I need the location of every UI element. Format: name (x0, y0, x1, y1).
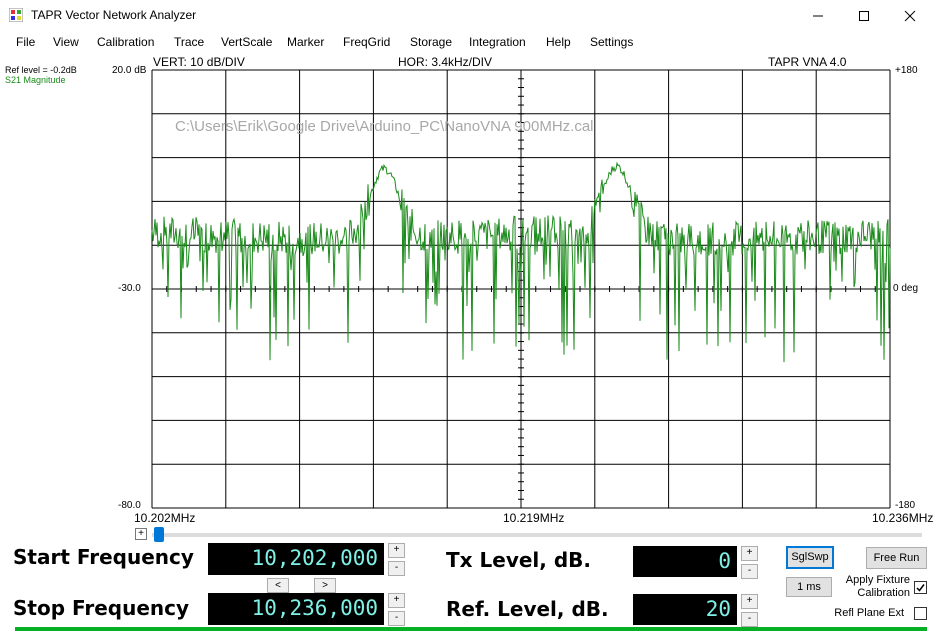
scroll-expand-button[interactable]: + (135, 528, 147, 540)
hor-scale-label: HOR: 3.4kHz/DIV (398, 55, 493, 69)
ref-level-label: Ref level = -0.2dB (5, 65, 77, 75)
menu-integration[interactable]: Integration (469, 35, 526, 49)
minimize-icon (813, 15, 823, 16)
menu-vertscale[interactable]: VertScale (221, 35, 273, 49)
refl-plane-ext-checkbox[interactable] (914, 607, 927, 620)
checkmark-icon (916, 584, 925, 592)
vert-scale-label: VERT: 10 dB/DIV (153, 55, 245, 69)
stop-frequency-down[interactable]: - (388, 611, 405, 626)
freq-next-button[interactable]: > (314, 578, 336, 593)
freq-prev-button[interactable]: < (267, 578, 289, 593)
ref-level-control-label: Ref. Level, dB. (446, 597, 609, 621)
y-right-top: +180 (895, 65, 918, 76)
start-frequency-display[interactable]: 10,202,000 (208, 543, 384, 575)
menu-storage[interactable]: Storage (410, 35, 453, 49)
maximize-button[interactable] (841, 0, 887, 31)
menu-settings[interactable]: Settings (590, 35, 634, 49)
free-run-button[interactable]: Free Run (866, 547, 927, 569)
menu-view[interactable]: View (53, 35, 79, 49)
stop-frequency-display[interactable]: 10,236,000 (208, 593, 384, 625)
y-left-mid: -30.0 (118, 283, 141, 294)
stop-frequency-label: Stop Frequency (13, 596, 190, 620)
ref-level-display[interactable]: 20 (633, 594, 737, 625)
maximize-icon (859, 10, 869, 21)
ref-level-up[interactable]: + (741, 594, 758, 609)
menu-marker[interactable]: Marker (287, 35, 325, 49)
stop-frequency-up[interactable]: + (388, 593, 405, 608)
y-left-top: 20.0 dB (112, 65, 147, 76)
menu-trace[interactable]: Trace (174, 35, 205, 49)
refl-plane-ext-label: Refl Plane Ext (834, 607, 904, 619)
start-frequency-up[interactable]: + (388, 543, 405, 558)
title-bar: TAPR Vector Network Analyzer (0, 0, 933, 31)
version-label: TAPR VNA 4.0 (768, 55, 847, 69)
menu-file[interactable]: File (16, 35, 36, 49)
tx-level-label: Tx Level, dB. (446, 548, 591, 572)
progress-bar (15, 627, 927, 631)
trace-name-label: S21 Magnitude (5, 75, 66, 85)
freq-scroll-track[interactable] (152, 533, 922, 537)
window-title: TAPR Vector Network Analyzer (31, 8, 197, 22)
ref-level-down[interactable]: - (741, 612, 758, 627)
y-left-bottom: -80.0 (118, 500, 141, 511)
menu-freqgrid[interactable]: FreqGrid (343, 35, 391, 49)
close-icon (904, 10, 916, 21)
menu-bar: File View Calibration Trace VertScale Ma… (0, 31, 933, 53)
tx-level-down[interactable]: - (741, 564, 758, 579)
sweep-delay-button[interactable]: 1 ms (786, 577, 832, 597)
cal-file-path: C:\Users\Erik\Google Drive\Arduino_PC\Na… (175, 118, 594, 135)
close-button[interactable] (887, 0, 933, 31)
single-sweep-button[interactable]: SglSwp (786, 546, 834, 569)
y-right-mid: 0 deg (893, 283, 919, 294)
freq-scroll-thumb[interactable] (154, 527, 164, 542)
minimize-button[interactable] (795, 0, 841, 31)
freq-mid-label: 10.219MHz (503, 511, 565, 525)
apply-fixture-checkbox[interactable] (914, 581, 927, 594)
menu-calibration[interactable]: Calibration (97, 35, 155, 49)
freq-end-label: 10.236MHz (872, 511, 933, 525)
start-frequency-label: Start Frequency (13, 545, 194, 569)
app-icon (9, 8, 23, 22)
tx-level-up[interactable]: + (741, 546, 758, 561)
freq-start-label: 10.202MHz (134, 511, 196, 525)
menu-help[interactable]: Help (546, 35, 571, 49)
start-frequency-down[interactable]: - (388, 561, 405, 576)
apply-fixture-label: Apply Fixture Calibration (845, 574, 910, 599)
s21-trace (151, 161, 891, 363)
y-right-bottom: -180 (895, 500, 916, 511)
plot-grid (151, 69, 891, 509)
tx-level-display[interactable]: 0 (633, 546, 737, 577)
